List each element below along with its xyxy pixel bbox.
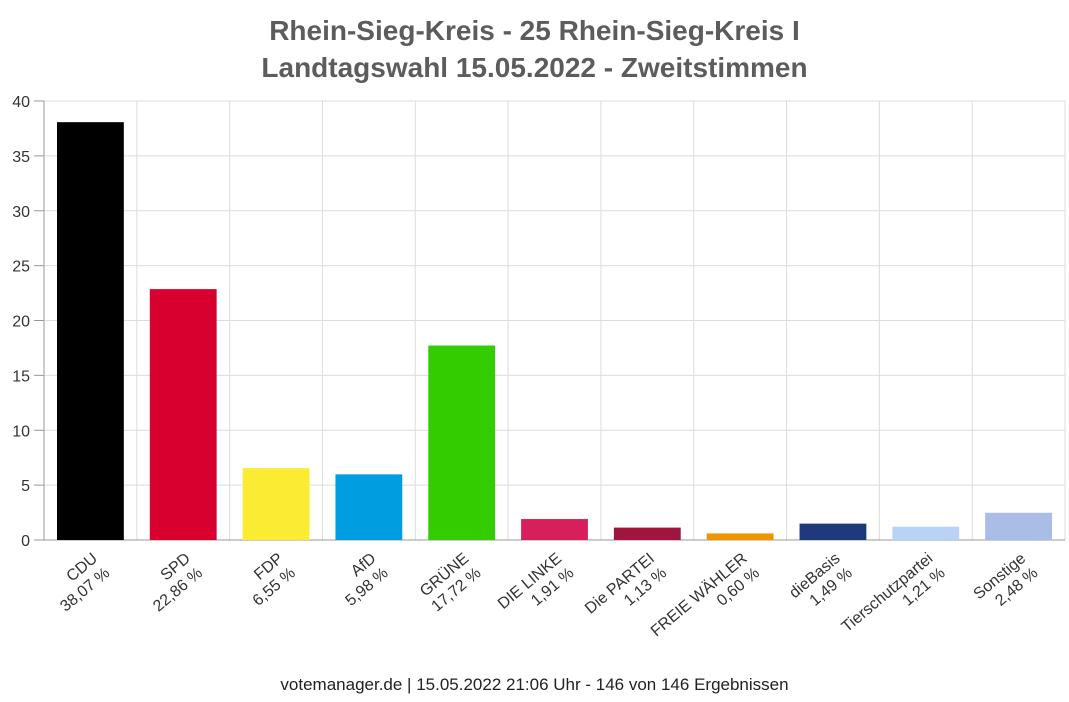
y-tick-label: 20 bbox=[12, 314, 30, 331]
x-tick-label: FDP6,55 % bbox=[238, 550, 299, 610]
footer-source: votemanager.de | 15.05.2022 21:06 Uhr - … bbox=[280, 675, 789, 694]
x-tick-label: GRÜNE17,72 % bbox=[416, 549, 485, 615]
chart-title-line-1: Rhein-Sieg-Kreis - 25 Rhein-Sieg-Kreis I bbox=[269, 15, 800, 46]
y-tick-label: 30 bbox=[12, 204, 30, 221]
bar-2 bbox=[242, 468, 310, 540]
bar-3 bbox=[335, 474, 403, 540]
bar-0 bbox=[56, 122, 124, 540]
bar-7 bbox=[706, 533, 774, 540]
y-tick-label: 25 bbox=[12, 259, 30, 276]
bar-4 bbox=[428, 345, 496, 540]
x-tick-label: Tierschutzpartei1,21 % bbox=[839, 550, 949, 650]
x-tick-label: SPD22,86 % bbox=[138, 550, 206, 615]
chart-title-line-2: Landtagswahl 15.05.2022 - Zweitstimmen bbox=[261, 52, 808, 83]
x-tick-label: CDU38,07 % bbox=[45, 550, 113, 615]
bar-6 bbox=[613, 527, 681, 540]
bar-8 bbox=[799, 523, 867, 540]
x-tick-label: FREIE WÄHLER0,60 % bbox=[647, 549, 763, 654]
x-tick-label: Sonstige2,48 % bbox=[971, 550, 1042, 618]
bar-chart: 0 5 10 15 20 25 30 35 40 CDU38,07 % SPD22,86 % FDP6… bbox=[12, 94, 1066, 654]
y-tick-label: 5 bbox=[21, 478, 30, 495]
y-tick-label: 15 bbox=[12, 368, 30, 385]
y-tick-label: 0 bbox=[21, 533, 30, 550]
x-tick-label: AfD5,98 % bbox=[330, 550, 391, 610]
bar-9 bbox=[892, 526, 960, 540]
y-tick-label: 10 bbox=[12, 423, 30, 440]
y-tick-label: 35 bbox=[12, 149, 30, 166]
bar-1 bbox=[149, 289, 217, 540]
bar-5 bbox=[521, 519, 588, 540]
x-tick-label: dieBasis1,49 % bbox=[786, 550, 855, 616]
x-tick-label: DIE LINKE1,91 % bbox=[495, 550, 577, 627]
bar-10 bbox=[985, 512, 1053, 540]
y-tick-label: 40 bbox=[12, 94, 30, 111]
